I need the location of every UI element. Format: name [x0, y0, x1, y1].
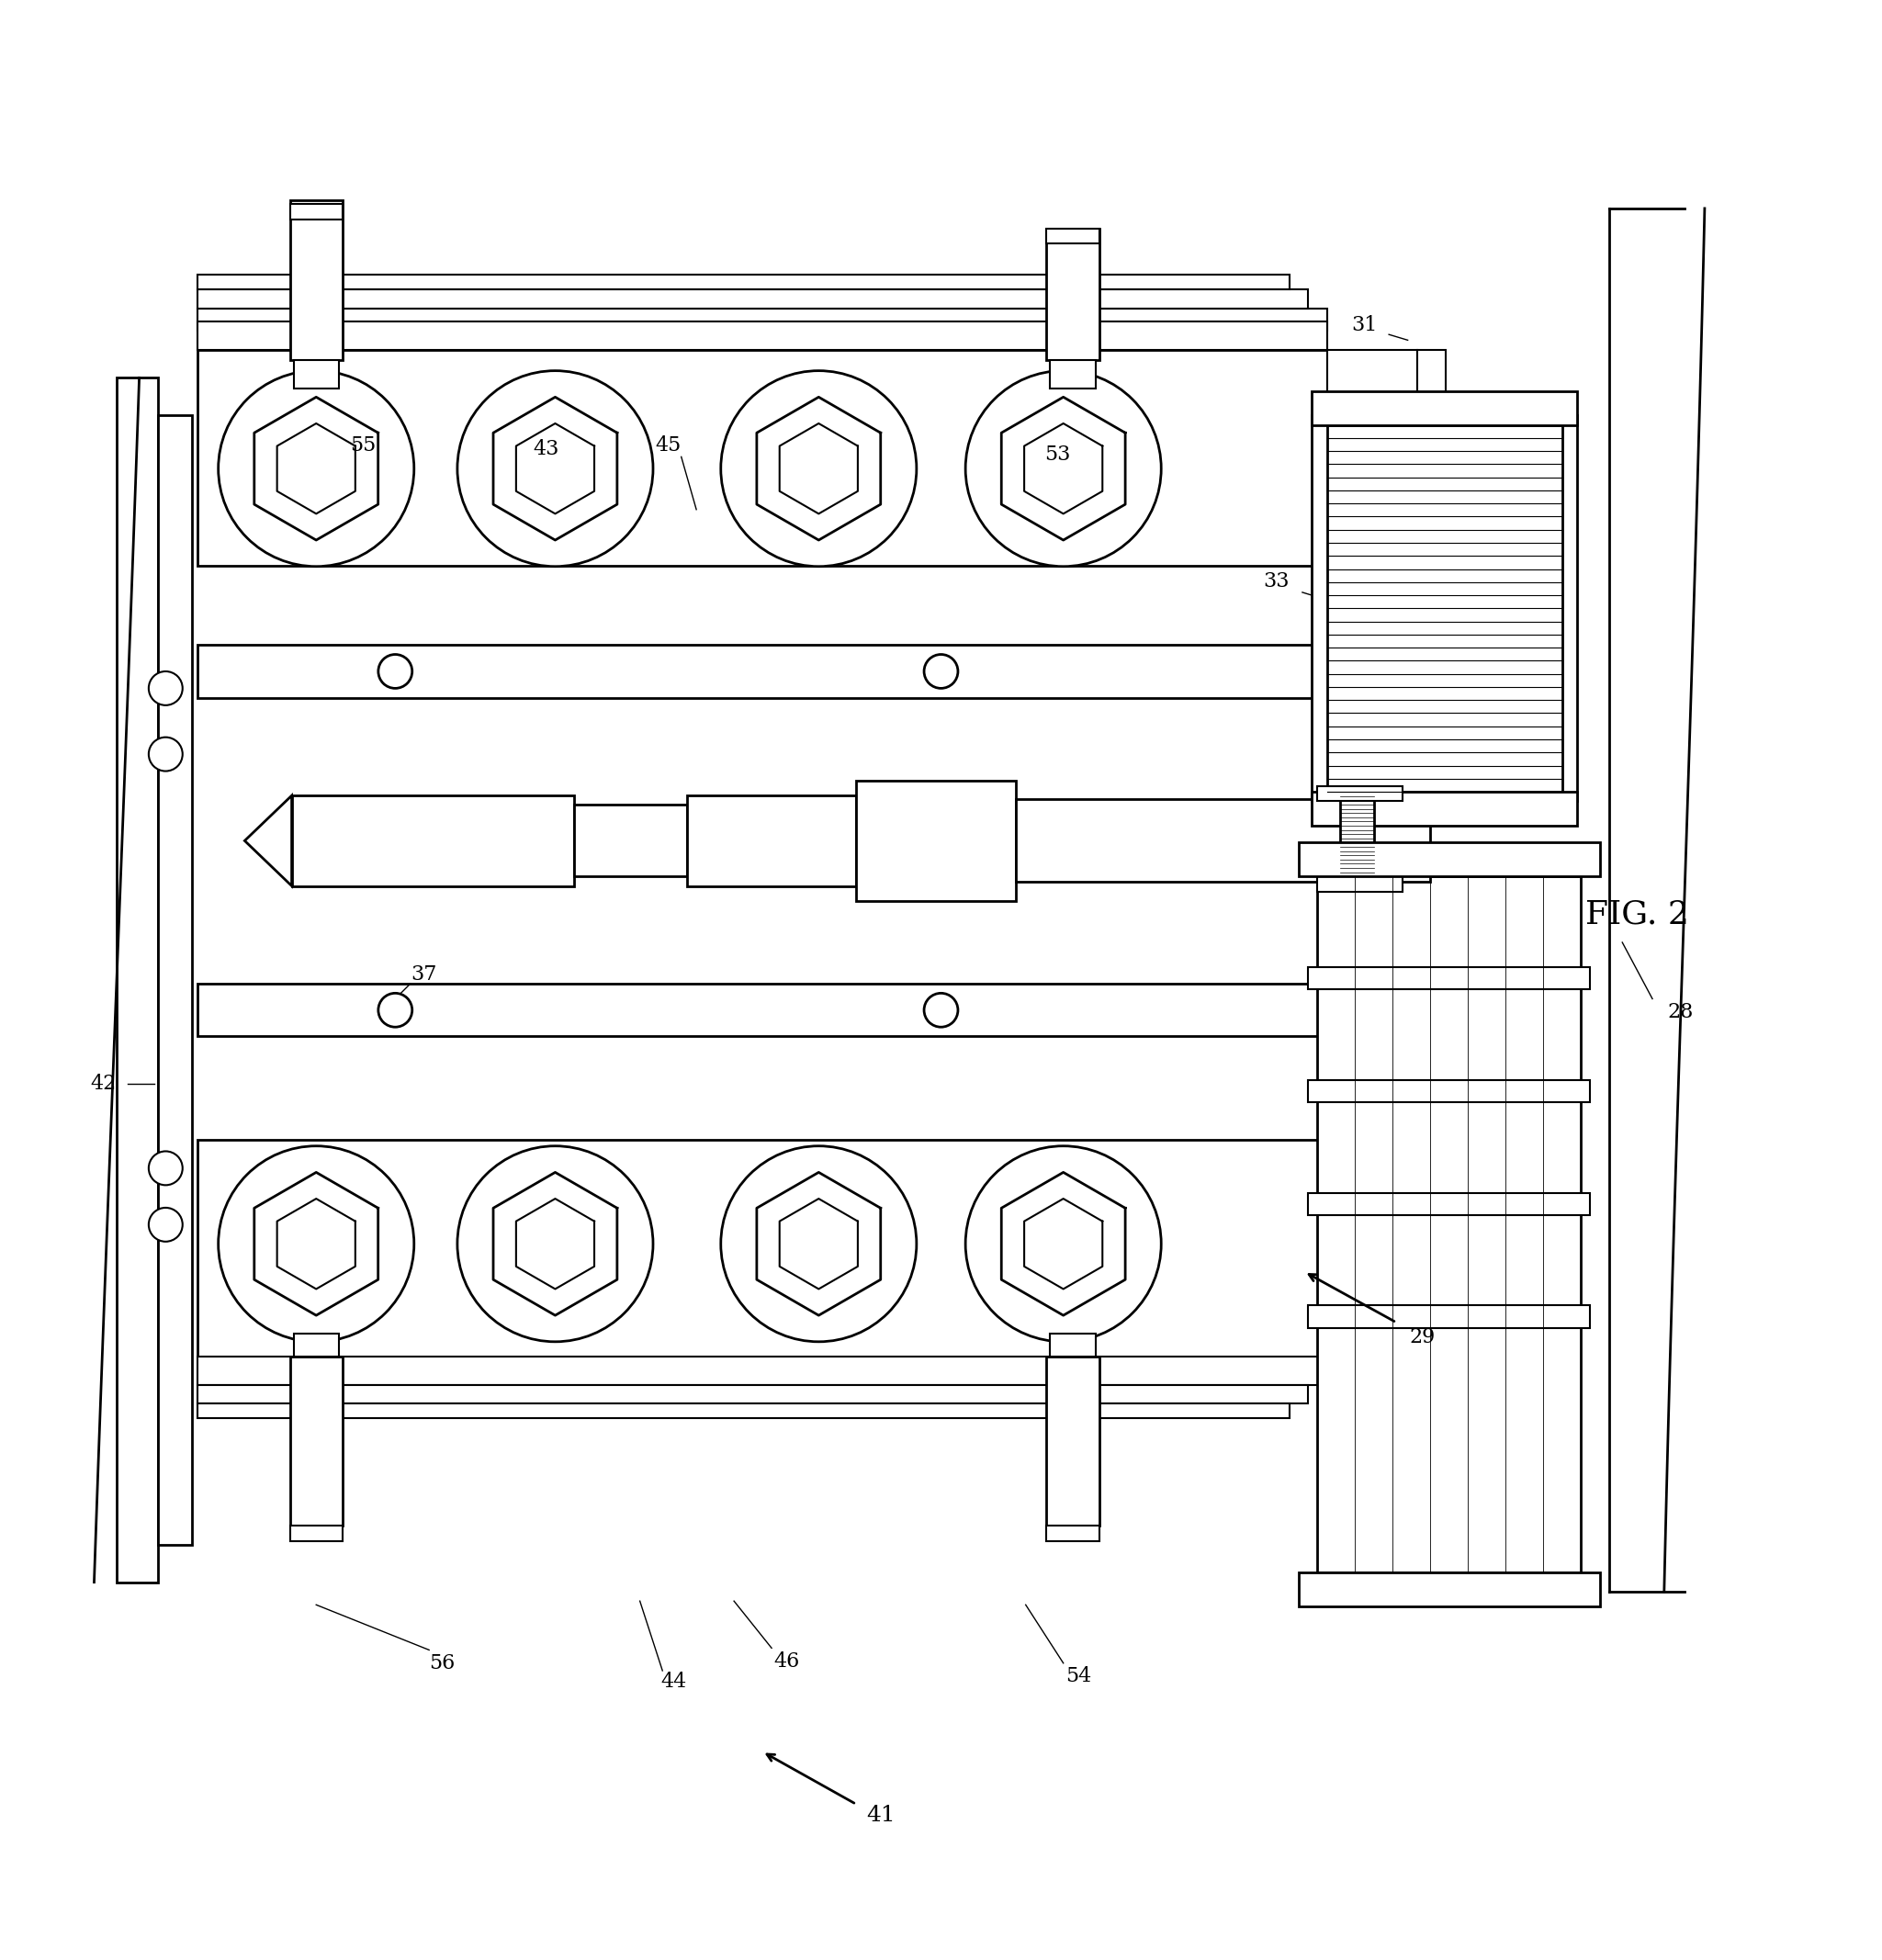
Bar [1299, 843, 1600, 876]
Bar [1317, 876, 1581, 1572]
Bar [1312, 792, 1577, 825]
Circle shape [965, 1147, 1161, 1343]
Text: 46: 46 [774, 1650, 800, 1672]
Circle shape [378, 994, 412, 1027]
Bar [294, 361, 339, 388]
Circle shape [149, 672, 183, 706]
Bar [1050, 361, 1095, 388]
Circle shape [457, 1147, 653, 1343]
Bar [1312, 416, 1577, 802]
Bar [1308, 1192, 1590, 1215]
Text: 41: 41 [866, 1805, 896, 1827]
Text: 55: 55 [350, 435, 376, 455]
Bar [1340, 792, 1374, 876]
Bar [1327, 1205, 1449, 1282]
Circle shape [457, 370, 653, 566]
Bar [198, 984, 1327, 1037]
Text: 56: 56 [429, 1652, 455, 1674]
Bar [198, 274, 1289, 290]
Bar [1327, 349, 1417, 529]
Bar [1046, 1356, 1099, 1525]
Text: 54: 54 [1065, 1666, 1092, 1686]
Bar [117, 378, 158, 1582]
Bar [856, 780, 1016, 902]
Bar [198, 308, 1327, 331]
Bar [198, 645, 1327, 698]
Circle shape [149, 1207, 183, 1241]
Bar [290, 200, 343, 361]
Bar [198, 321, 1327, 349]
Text: 28: 28 [1667, 1002, 1694, 1021]
Circle shape [218, 370, 414, 566]
Circle shape [218, 1147, 414, 1343]
Bar [290, 1356, 343, 1525]
Circle shape [924, 994, 958, 1027]
Bar [198, 1403, 1289, 1419]
Text: 29: 29 [1410, 1327, 1436, 1348]
Text: 43: 43 [533, 439, 559, 459]
Text: 44: 44 [661, 1672, 687, 1691]
Bar [1299, 1572, 1600, 1607]
Bar [198, 1356, 1327, 1384]
Text: FIG. 2: FIG. 2 [1585, 898, 1690, 929]
Bar [292, 796, 574, 886]
Bar [1327, 1141, 1417, 1319]
Bar [198, 349, 1327, 566]
Bar [290, 1525, 343, 1541]
Bar [1050, 1335, 1095, 1356]
Bar [1417, 349, 1445, 537]
Bar [198, 1141, 1327, 1356]
Circle shape [721, 1147, 917, 1343]
Bar [1308, 1305, 1590, 1329]
Text: 53: 53 [1045, 445, 1071, 465]
Bar [198, 290, 1308, 308]
Bar [1046, 229, 1099, 243]
Bar [1016, 800, 1430, 882]
Bar [1317, 876, 1402, 892]
Bar [1327, 425, 1562, 792]
Circle shape [721, 370, 917, 566]
Bar [1046, 1525, 1099, 1541]
Bar [1308, 1080, 1590, 1102]
Bar [1046, 229, 1099, 361]
Bar [290, 204, 343, 220]
Bar [198, 1384, 1308, 1403]
Bar [1327, 416, 1449, 490]
Text: 37: 37 [410, 964, 437, 984]
Bar [294, 1335, 339, 1356]
Bar [1312, 390, 1577, 425]
Circle shape [924, 655, 958, 688]
Text: 45: 45 [655, 435, 681, 455]
Circle shape [965, 370, 1161, 566]
Circle shape [149, 737, 183, 770]
Bar [1417, 1141, 1445, 1329]
Polygon shape [245, 796, 292, 886]
Bar [1308, 966, 1590, 990]
Bar [158, 416, 192, 1544]
Text: 33: 33 [1263, 570, 1289, 592]
Bar [574, 806, 687, 876]
Bar [1317, 786, 1402, 802]
Bar [687, 796, 856, 886]
Text: 31: 31 [1351, 316, 1378, 335]
Circle shape [149, 1151, 183, 1186]
Circle shape [378, 655, 412, 688]
Text: 42: 42 [90, 1074, 117, 1094]
